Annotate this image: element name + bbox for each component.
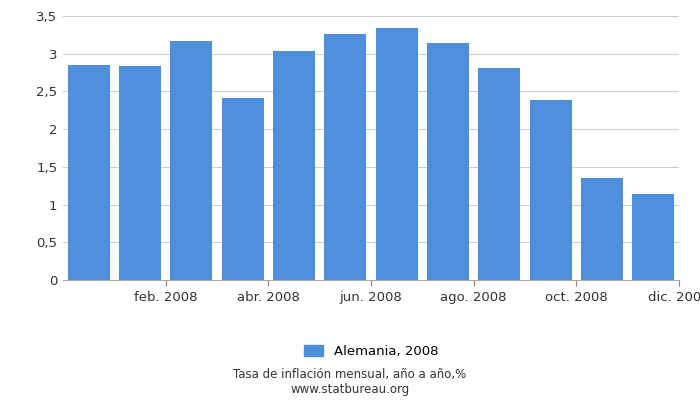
Bar [530,100,572,280]
Bar [478,68,520,280]
Bar [324,34,366,280]
Bar [581,178,623,280]
Bar [170,41,212,280]
Bar [273,51,315,280]
Bar [119,66,161,280]
Bar [68,65,110,280]
Legend: Alemania, 2008: Alemania, 2008 [298,339,444,363]
Text: Tasa de inflación mensual, año a año,%
www.statbureau.org: Tasa de inflación mensual, año a año,% w… [233,368,467,396]
Bar [632,194,674,280]
Bar [376,28,418,280]
Bar [427,43,469,280]
Bar [222,98,264,280]
